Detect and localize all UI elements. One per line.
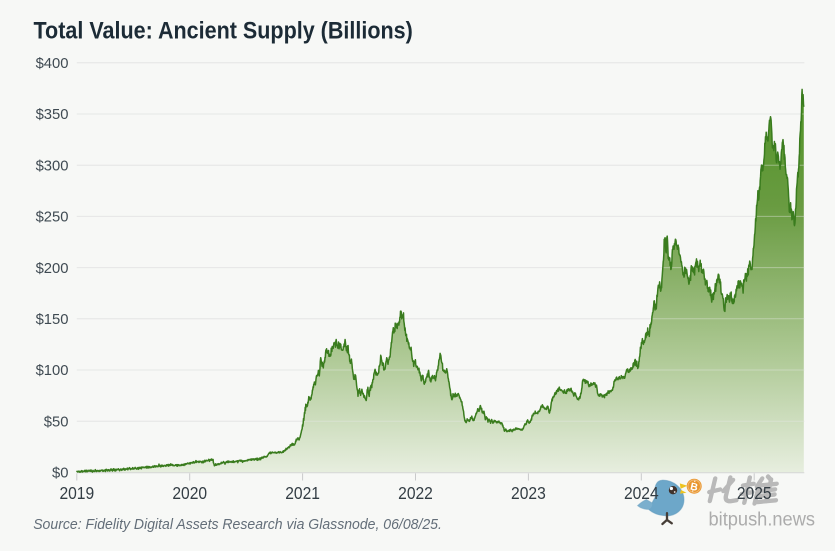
svg-text:$100: $100 — [36, 363, 69, 379]
svg-text:$200: $200 — [36, 261, 69, 277]
svg-text:B: B — [689, 482, 699, 494]
svg-text:$350: $350 — [36, 107, 69, 123]
svg-text:2024: 2024 — [624, 483, 659, 503]
svg-text:$150: $150 — [36, 312, 69, 328]
svg-text:$300: $300 — [36, 158, 69, 174]
svg-text:bitpush.news: bitpush.news — [709, 509, 816, 530]
svg-text:2020: 2020 — [172, 483, 207, 503]
svg-text:Source: Fidelity Digital Asset: Source: Fidelity Digital Assets Research… — [33, 517, 442, 533]
svg-text:Total Value: Ancient Supply (B: Total Value: Ancient Supply (Billions) — [34, 18, 413, 45]
svg-text:$250: $250 — [36, 210, 69, 226]
svg-text:$0: $0 — [52, 466, 68, 482]
svg-text:2022: 2022 — [398, 483, 433, 503]
svg-text:2021: 2021 — [285, 483, 320, 503]
svg-text:$400: $400 — [36, 56, 69, 72]
svg-text:2025: 2025 — [737, 483, 772, 503]
svg-text:2019: 2019 — [59, 483, 94, 503]
svg-text:$50: $50 — [44, 414, 69, 430]
svg-text:2023: 2023 — [511, 483, 546, 503]
